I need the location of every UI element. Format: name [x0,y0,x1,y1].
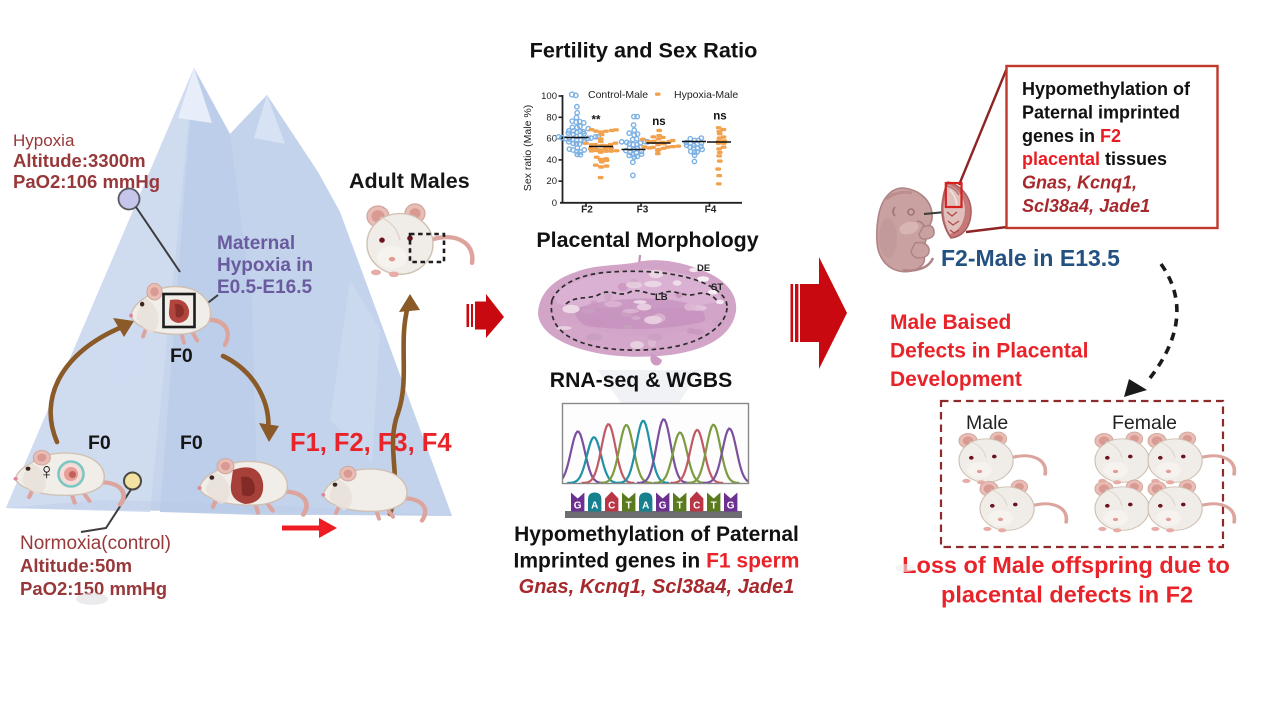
svg-text:Hypomethylation of Paternal: Hypomethylation of Paternal [514,523,799,546]
svg-text:Loss of Male offspring due to: Loss of Male offspring due to [902,552,1230,578]
svg-text:80: 80 [546,112,557,123]
svg-text:G: G [659,501,667,512]
svg-text:G: G [574,501,582,512]
svg-text:F4: F4 [705,205,717,216]
svg-text:20: 20 [546,176,557,187]
svg-text:Male: Male [966,412,1008,434]
svg-text:ST: ST [711,282,723,293]
svg-text:40: 40 [546,155,557,166]
svg-text:Adult Males: Adult Males [349,169,470,193]
svg-text:100: 100 [541,91,557,102]
svg-text:Hypoxia in: Hypoxia in [217,255,313,276]
svg-text:Male Baised: Male Baised [890,311,1011,334]
svg-text:Altitude:3300m: Altitude:3300m [13,150,146,171]
svg-text:T: T [677,501,683,512]
svg-text:**: ** [592,115,601,127]
svg-text:E0.5-E16.5: E0.5-E16.5 [217,277,312,298]
svg-text:genes in F2: genes in F2 [1022,126,1121,146]
svg-text:Development: Development [890,368,1022,391]
svg-text:Defects in Placental: Defects in Placental [890,340,1088,363]
svg-text:C: C [693,501,700,512]
svg-text:60: 60 [546,134,557,145]
svg-text:Female: Female [1112,412,1177,434]
svg-text:0: 0 [552,198,557,209]
svg-text:F0: F0 [180,432,203,454]
svg-text:placental tissues: placental tissues [1022,149,1167,169]
svg-text:C: C [608,501,615,512]
svg-text:F1, F2, F3, F4: F1, F2, F3, F4 [290,429,452,457]
svg-text:Sex ratio (Male %): Sex ratio (Male %) [522,105,534,191]
svg-text:F0: F0 [88,432,111,454]
svg-text:Altitude:50m: Altitude:50m [20,555,132,576]
svg-text:Fertility and Sex Ratio: Fertility and Sex Ratio [530,38,758,63]
svg-text:Scl38a4, Jade1: Scl38a4, Jade1 [1022,196,1150,216]
svg-text:Paternal imprinted: Paternal imprinted [1022,102,1180,122]
svg-text:Normoxia(control): Normoxia(control) [20,533,171,554]
svg-text:PaO2:150 mmHg: PaO2:150 mmHg [20,578,167,599]
svg-text:Placental Morphology: Placental Morphology [536,228,758,252]
svg-text:Hypomethylation of: Hypomethylation of [1022,79,1191,99]
svg-text:♀: ♀ [38,458,55,484]
svg-text:G: G [727,501,735,512]
svg-text:F2: F2 [581,205,593,216]
svg-text:F0: F0 [170,345,193,367]
svg-text:T: T [626,501,632,512]
svg-text:LB: LB [655,292,668,303]
svg-text:ns: ns [652,116,665,128]
svg-text:A: A [591,501,598,512]
svg-text:ns: ns [713,111,726,123]
svg-text:T: T [711,501,717,512]
svg-text:Gnas, Kcnq1,: Gnas, Kcnq1, [1022,173,1137,193]
svg-text:Gnas, Kcnq1, Scl38a4, Jade1: Gnas, Kcnq1, Scl38a4, Jade1 [519,576,795,598]
svg-text:Hypoxia: Hypoxia [13,131,75,150]
svg-text:Hypoxia-Male: Hypoxia-Male [674,89,738,101]
svg-text:RNA-seq & WGBS: RNA-seq & WGBS [550,369,732,392]
svg-text:DE: DE [697,263,710,274]
svg-text:A: A [642,501,649,512]
svg-text:Imprinted genes in F1 sperm: Imprinted genes in F1 sperm [514,550,800,573]
svg-text:PaO2:106 mmHg: PaO2:106 mmHg [13,171,160,192]
svg-text:placental defects in F2: placental defects in F2 [941,582,1193,608]
svg-text:Control-Male: Control-Male [588,89,648,101]
svg-text:Maternal: Maternal [217,233,295,254]
svg-text:F3: F3 [637,205,649,216]
svg-text:F2-Male in E13.5: F2-Male in E13.5 [941,245,1120,271]
